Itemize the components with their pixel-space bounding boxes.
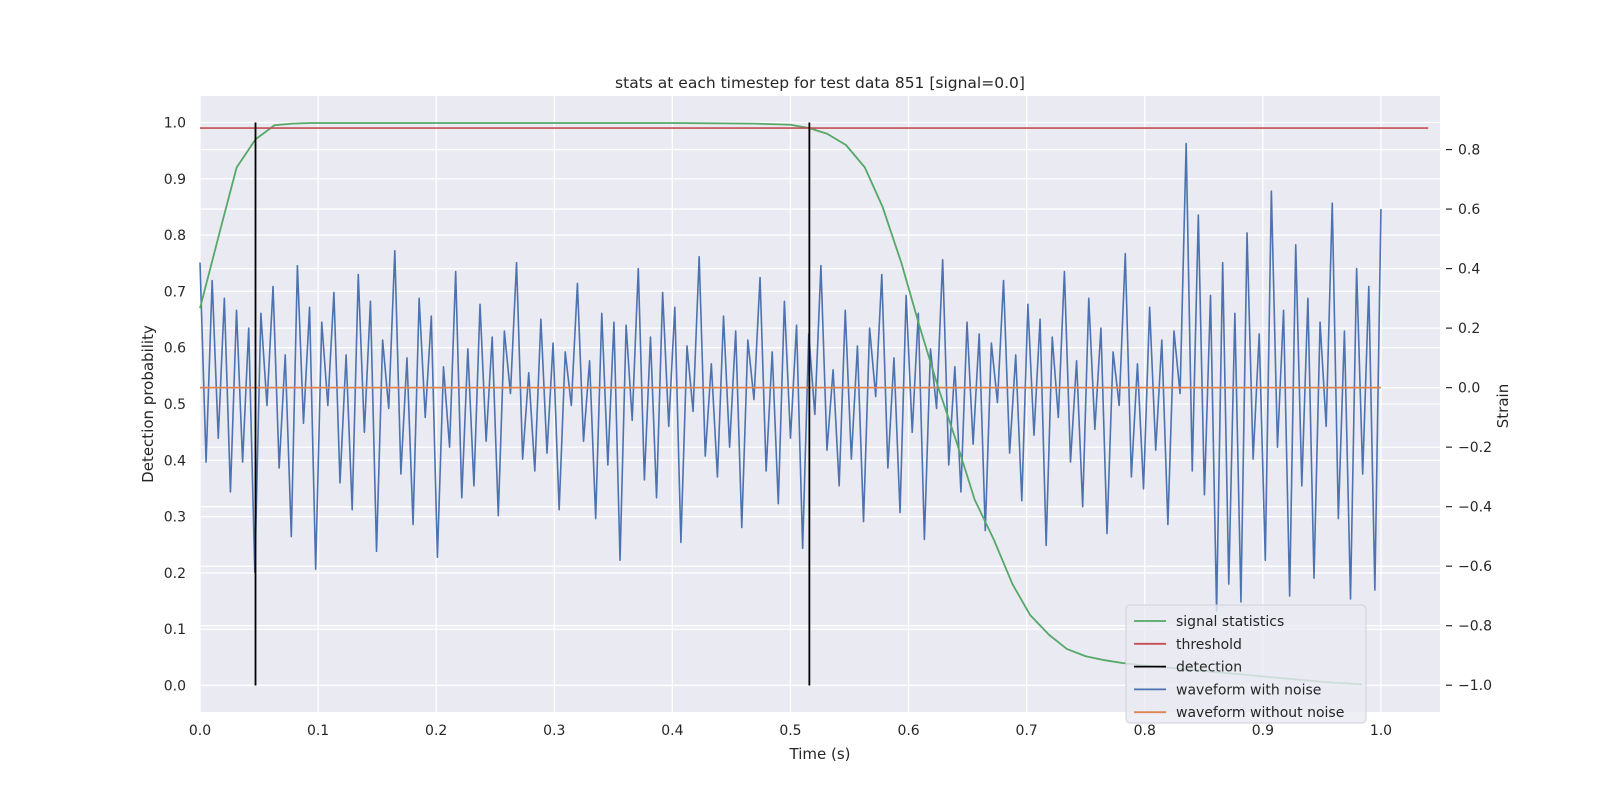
y-tick-label: 0.2: [164, 566, 186, 582]
y2-tick-label: 0.2: [1458, 321, 1480, 337]
series-waveform-with-noise: [199, 142, 1382, 612]
legend-entry: waveform with noise: [1176, 682, 1321, 698]
x-tick-labels: 0.0 0.1 0.2 0.3 0.4 0.5 0.6 0.7 0.8 0.9 1.0: [189, 723, 1392, 739]
x-tick-label: 0.8: [1134, 723, 1156, 739]
x-tick-label: 0.3: [543, 723, 565, 739]
y-axis-label: Detection probability: [139, 325, 157, 483]
y-tick-label: 0.7: [164, 284, 186, 300]
y2-tick-label: 0.0: [1458, 381, 1480, 397]
x-tick-label: 0.9: [1252, 723, 1274, 739]
y2-tick-label: −1.0: [1458, 678, 1492, 694]
legend-entry: signal statistics: [1176, 614, 1284, 630]
x-tick-label: 1.0: [1370, 723, 1392, 739]
x-axis-label: Time (s): [789, 745, 851, 763]
y-tick-label: 0.5: [164, 397, 186, 413]
x-tick-label: 0.4: [661, 723, 683, 739]
y-tick-labels: 0.0 0.1 0.2 0.3 0.4 0.5 0.6 0.7 0.8 0.9 1.0: [164, 115, 186, 694]
legend-entry: detection: [1176, 660, 1242, 676]
legend-entry: waveform without noise: [1176, 705, 1344, 721]
y-tick-label: 0.3: [164, 510, 186, 526]
legend-entry: threshold: [1176, 637, 1242, 653]
y2-tick-label: −0.8: [1458, 619, 1492, 635]
y-tick-label: 0.1: [164, 622, 186, 638]
y-tick-label: 0.6: [164, 341, 186, 357]
chart-title: stats at each timestep for test data 851…: [615, 74, 1025, 92]
y-tick-label: 0.4: [164, 453, 186, 469]
x-tick-label: 0.7: [1016, 723, 1038, 739]
y2-tick-label: −0.2: [1458, 440, 1492, 456]
legend: signal statistics threshold detection wavef…: [1125, 604, 1367, 724]
x-tick-label: 0.2: [425, 723, 447, 739]
x-tick-label: 0.1: [307, 723, 329, 739]
y-tick-label: 0.9: [164, 172, 186, 188]
y2-tick-label: 0.4: [1458, 262, 1480, 278]
legend-box: [1125, 604, 1367, 724]
y2-tick-labels: −1.0 −0.8 −0.6 −0.4 −0.2 0.0 0.2 0.4 0.6 0.8: [1446, 143, 1492, 694]
x-tick-label: 0.0: [189, 723, 211, 739]
y-tick-label: 1.0: [164, 115, 186, 131]
y2-tick-label: −0.6: [1458, 559, 1492, 575]
y2-tick-label: 0.8: [1458, 143, 1480, 159]
y-tick-label: 0.0: [164, 679, 186, 695]
y2-axis-label: Strain: [1494, 384, 1512, 428]
y-tick-label: 0.8: [164, 228, 186, 244]
y2-tick-label: 0.6: [1458, 202, 1480, 218]
x-tick-label: 0.6: [897, 723, 919, 739]
x-tick-label: 0.5: [779, 723, 801, 739]
y2-tick-label: −0.4: [1458, 500, 1492, 516]
